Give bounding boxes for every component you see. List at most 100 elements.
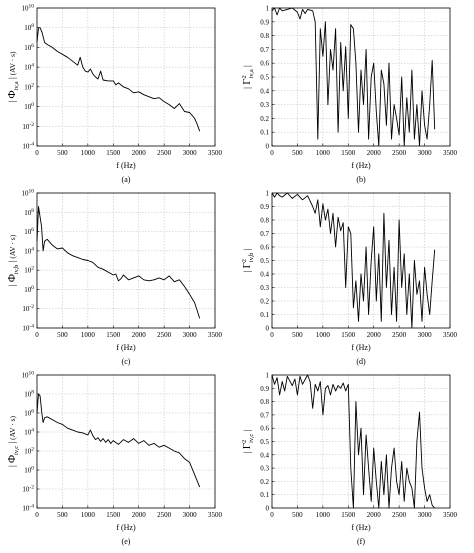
x-tick-label: 500 bbox=[57, 511, 68, 519]
y-tick-label: 100 bbox=[24, 102, 34, 111]
x-tick-label: 1000 bbox=[81, 511, 96, 519]
x-tick-label: 2500 bbox=[392, 331, 407, 339]
x-tick-label: 3500 bbox=[208, 149, 223, 157]
y-tick-label: 102 bbox=[24, 266, 34, 275]
y-axis-label: | Φiv,a | (AV · s) bbox=[6, 51, 20, 103]
y-tick-label: 10-2 bbox=[22, 122, 34, 131]
y-tick-label: 0.8 bbox=[260, 32, 269, 40]
y-tick-label: 108 bbox=[24, 208, 34, 217]
x-tick-label: 500 bbox=[292, 511, 303, 519]
y-axis-label: | Γ2iv,c | bbox=[241, 429, 255, 453]
x-tick-label: 0 bbox=[35, 149, 39, 157]
x-tick-label: 2000 bbox=[367, 149, 382, 157]
y-axis-label: | Γ2iv,b | bbox=[241, 248, 255, 272]
x-tick-label: 500 bbox=[292, 331, 303, 339]
x-tick-label: 3000 bbox=[418, 511, 433, 519]
y-tick-label: 0.4 bbox=[260, 87, 269, 95]
x-tick-label: 500 bbox=[292, 149, 303, 157]
series-line-1 bbox=[271, 374, 436, 509]
x-tick-label: 0 bbox=[35, 331, 39, 339]
x-tick-label: 500 bbox=[57, 149, 68, 157]
y-tick-label: 0.9 bbox=[260, 203, 269, 211]
x-tick-label: 2500 bbox=[157, 331, 172, 339]
y-tick-label: 100 bbox=[24, 285, 34, 294]
y-tick-label: 104 bbox=[24, 63, 34, 72]
plot-frame bbox=[36, 7, 216, 147]
plot-frame bbox=[271, 374, 451, 509]
x-tick-label: 0 bbox=[270, 149, 274, 157]
x-tick-label: 3000 bbox=[183, 511, 198, 519]
x-tick-label: 1500 bbox=[106, 149, 121, 157]
x-tick-label: 2500 bbox=[157, 149, 172, 157]
y-tick-label: 0 bbox=[266, 143, 270, 151]
chart-panel-6: 0 500 1000 1500 2000 2500 3000 3500 0 0.1 0.2 0.3 0.… bbox=[241, 372, 458, 547]
x-axis-label: f (Hz) bbox=[116, 523, 136, 532]
chart-panel-5: 0 500 1000 1500 2000 2500 3000 3500 10-4 10-2 100 1… bbox=[6, 371, 223, 547]
y-tick-label: 0.6 bbox=[260, 60, 269, 68]
y-axis-label: | Φiv,b | (AV · s) bbox=[6, 234, 20, 286]
series-line-1 bbox=[271, 192, 436, 329]
x-tick-label: 2500 bbox=[157, 511, 172, 519]
panel-caption: (a) bbox=[122, 175, 131, 184]
chart-panel-2: 0 500 1000 1500 2000 2500 3000 3500 0 0.1 0.2 0.3 0.… bbox=[241, 5, 458, 185]
x-tick-label: 1000 bbox=[81, 149, 96, 157]
x-tick-label: 2000 bbox=[367, 331, 382, 339]
y-tick-label: 0.7 bbox=[260, 46, 269, 54]
x-tick-label: 3500 bbox=[443, 511, 458, 519]
y-tick-label: 0.1 bbox=[260, 491, 269, 499]
y-tick-label: 0.6 bbox=[260, 425, 269, 433]
panel-caption: (d) bbox=[356, 357, 366, 366]
chart-panel-3: 0 500 1000 1500 2000 2500 3000 3500 10-4 10-2 100 1… bbox=[6, 189, 223, 367]
y-tick-label: 0.4 bbox=[260, 451, 269, 459]
y-tick-label: 1010 bbox=[22, 4, 35, 13]
series-line-1 bbox=[36, 206, 201, 319]
x-tick-label: 3000 bbox=[418, 331, 433, 339]
y-tick-label: 0.4 bbox=[260, 271, 269, 279]
x-tick-label: 1500 bbox=[341, 149, 356, 157]
x-axis-label: f (Hz) bbox=[351, 523, 371, 532]
x-tick-label: 3000 bbox=[183, 149, 198, 157]
y-tick-label: 0.2 bbox=[260, 298, 269, 306]
y-tick-label: 0.5 bbox=[260, 438, 269, 446]
x-tick-label: 2000 bbox=[132, 331, 147, 339]
y-tick-label: 1010 bbox=[22, 189, 35, 198]
y-tick-label: 0.3 bbox=[260, 465, 269, 473]
x-axis-label: f (Hz) bbox=[351, 343, 371, 352]
panel-caption: (c) bbox=[122, 357, 131, 366]
x-tick-label: 1000 bbox=[81, 331, 96, 339]
y-tick-label: 1 bbox=[266, 372, 270, 380]
x-tick-label: 0 bbox=[270, 331, 274, 339]
y-tick-label: 10-2 bbox=[22, 304, 34, 313]
y-tick-label: 0.9 bbox=[260, 385, 269, 393]
x-tick-label: 2000 bbox=[132, 511, 147, 519]
plot-frame bbox=[36, 374, 216, 509]
panel-caption: (e) bbox=[122, 537, 131, 546]
y-tick-label: 0.1 bbox=[260, 129, 269, 137]
y-tick-label: 108 bbox=[24, 390, 34, 399]
y-tick-label: 0.2 bbox=[260, 478, 269, 486]
y-tick-label: 0 bbox=[266, 505, 270, 513]
series-line-1 bbox=[271, 7, 436, 147]
y-tick-label: 0.7 bbox=[260, 411, 269, 419]
y-tick-label: 104 bbox=[24, 246, 34, 255]
y-tick-label: 102 bbox=[24, 82, 34, 91]
x-axis-label: f (Hz) bbox=[116, 343, 136, 352]
x-tick-label: 1500 bbox=[341, 511, 356, 519]
x-axis-label: f (Hz) bbox=[116, 161, 136, 170]
plot-frame bbox=[271, 192, 451, 329]
y-tick-label: 10-4 bbox=[22, 504, 34, 513]
x-tick-label: 1500 bbox=[106, 511, 121, 519]
y-axis-label: | Γ2iv,a | bbox=[241, 65, 255, 89]
x-tick-label: 2500 bbox=[392, 511, 407, 519]
x-tick-label: 1500 bbox=[106, 331, 121, 339]
y-tick-label: 100 bbox=[24, 466, 34, 475]
series-line-1 bbox=[36, 393, 201, 488]
chart-panel-4: 0 500 1000 1500 2000 2500 3000 3500 0 0.1 0.2 0.3 0.… bbox=[241, 190, 458, 367]
y-tick-label: 1 bbox=[266, 190, 270, 198]
x-tick-label: 3500 bbox=[443, 149, 458, 157]
y-tick-label: 106 bbox=[24, 409, 34, 418]
y-tick-label: 106 bbox=[24, 43, 34, 52]
x-tick-label: 2500 bbox=[392, 149, 407, 157]
x-axis-label: f (Hz) bbox=[351, 161, 371, 170]
y-tick-label: 0 bbox=[266, 325, 270, 333]
